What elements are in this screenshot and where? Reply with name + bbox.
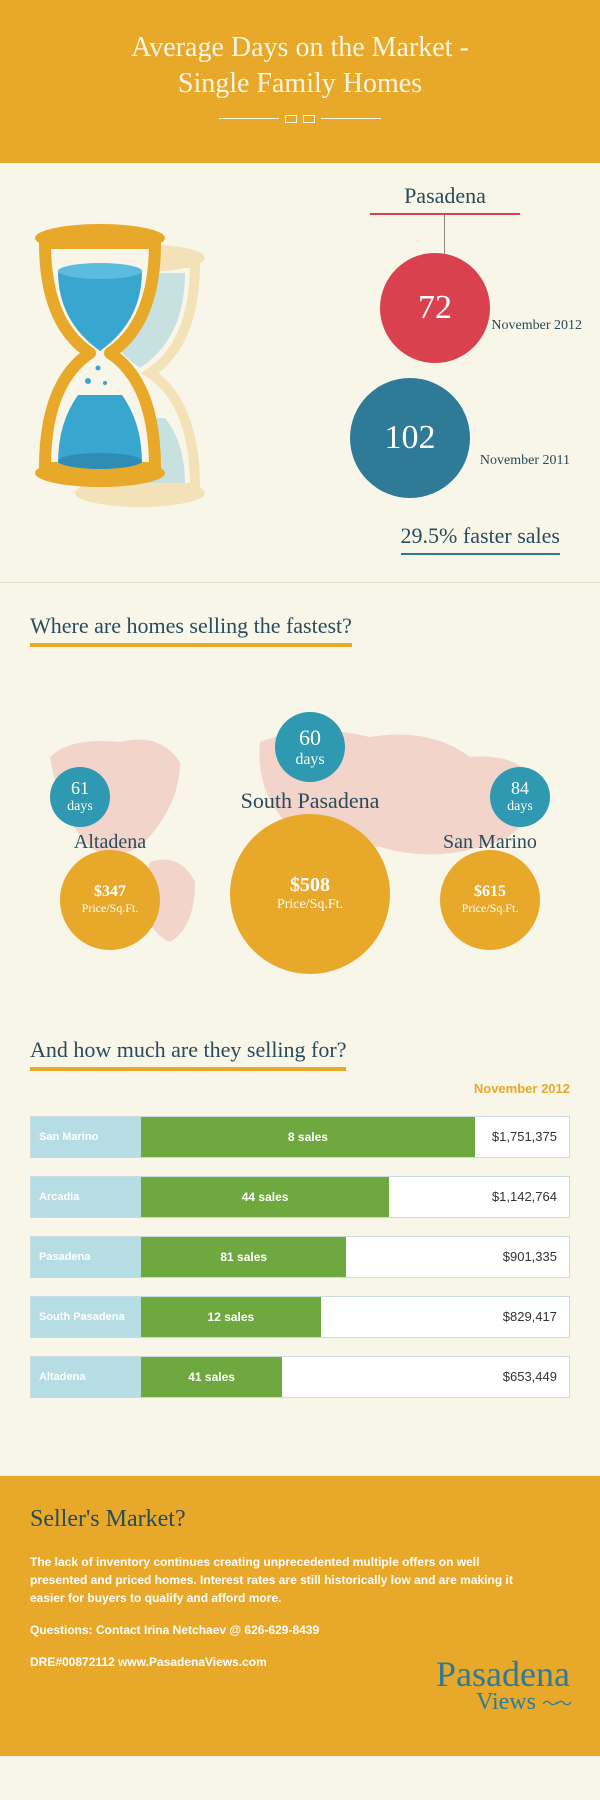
bar-price: $653,449 xyxy=(503,1369,557,1384)
bar-city-label: Altadena xyxy=(31,1357,141,1397)
city-group-south-pasadena: 60 days South Pasadena $508 Price/Sq.Ft. xyxy=(225,712,395,974)
days-label: days xyxy=(67,799,93,815)
bar-city-label: San Marino xyxy=(31,1117,141,1157)
footer-heading: Seller's Market? xyxy=(30,1506,570,1533)
city-name: South Pasadena xyxy=(225,788,395,814)
bar-track: 41 sales $653,449 xyxy=(141,1357,569,1397)
page-title: Average Days on the Market - Single Fami… xyxy=(20,30,580,103)
price-label: Price/Sq.Ft. xyxy=(277,897,343,913)
logo-swoosh-icon: ～～ xyxy=(542,1696,570,1713)
footer-contact: Questions: Contact Irina Netchaev @ 626-… xyxy=(30,1621,530,1639)
city-name: San Marino xyxy=(420,831,560,854)
bar-track: 44 sales $1,142,764 xyxy=(141,1177,569,1217)
price-label: Price/Sq.Ft. xyxy=(462,901,519,916)
logo-text-1: Pasadena xyxy=(436,1654,570,1694)
city-name: Altadena xyxy=(40,831,180,854)
stat-2012-circle: 72 xyxy=(380,253,490,363)
stat-2012-caption: November 2012 xyxy=(491,318,582,334)
connector-line xyxy=(444,215,445,255)
price-circle: $615 Price/Sq.Ft. xyxy=(440,850,540,950)
city-heading: Pasadena xyxy=(370,183,520,215)
bar-city-label: Arcadia xyxy=(31,1177,141,1217)
bar-track: 8 sales $1,751,375 xyxy=(141,1117,569,1157)
logo-text-2: Views xyxy=(476,1689,536,1715)
bar-fill: 12 sales xyxy=(141,1297,321,1337)
price-value: $508 xyxy=(290,874,330,897)
logo: Pasadena Views ～～ xyxy=(436,1653,570,1716)
bar-fill: 8 sales xyxy=(141,1117,475,1157)
bar-fill: 81 sales xyxy=(141,1237,346,1277)
bar-price: $1,142,764 xyxy=(492,1189,557,1204)
bar-fill: 44 sales xyxy=(141,1177,389,1217)
sales-bar-row: South Pasadena12 sales $829,417 xyxy=(30,1296,570,1338)
price-value: $347 xyxy=(94,883,126,901)
days-value: 60 xyxy=(299,725,321,751)
days-value: 61 xyxy=(71,778,89,799)
days-circle: 61 days xyxy=(50,767,110,827)
stat-2011-circle: 102 xyxy=(350,378,470,498)
bar-city-label: South Pasadena xyxy=(31,1297,141,1337)
bar-price: $901,335 xyxy=(503,1249,557,1264)
sales-bars-container: San Marino8 sales $1,751,375 Arcadia44 sal… xyxy=(30,1116,570,1398)
bar-fill: 41 sales xyxy=(141,1357,282,1397)
city-group-altadena: 61 days Altadena $347 Price/Sq.Ft. xyxy=(40,767,180,950)
header-divider xyxy=(20,115,580,123)
city-group-san-marino: 84 days San Marino $615 Price/Sq.Ft. xyxy=(420,767,560,950)
hourglass-icon xyxy=(30,223,230,523)
faster-sales-text: 29.5% faster sales xyxy=(401,523,560,555)
sales-question: And how much are they selling for? xyxy=(30,1037,346,1071)
bar-price: $1,751,375 xyxy=(492,1129,557,1144)
days-value: 84 xyxy=(511,778,529,799)
price-value: $615 xyxy=(474,883,506,901)
sales-section: And how much are they selling for? Novem… xyxy=(0,1007,600,1476)
stat-2012-value: 72 xyxy=(418,289,452,327)
sales-bar-row: Pasadena81 sales $901,335 xyxy=(30,1236,570,1278)
sales-bar-row: San Marino8 sales $1,751,375 xyxy=(30,1116,570,1158)
sales-period: November 2012 xyxy=(30,1081,570,1096)
stat-2011-caption: November 2011 xyxy=(480,453,570,469)
price-label: Price/Sq.Ft. xyxy=(82,901,139,916)
bar-city-label: Pasadena xyxy=(31,1237,141,1277)
days-circle: 60 days xyxy=(275,712,345,782)
days-circle: 84 days xyxy=(490,767,550,827)
fastest-section: Where are homes selling the fastest? 61 xyxy=(0,583,600,1007)
price-circle: $347 Price/Sq.Ft. xyxy=(60,850,160,950)
fastest-question: Where are homes selling the fastest? xyxy=(30,613,352,647)
map-area: 61 days Altadena $347 Price/Sq.Ft. 60 da… xyxy=(30,697,570,957)
stat-2011-value: 102 xyxy=(385,419,436,457)
footer: Seller's Market? The lack of inventory c… xyxy=(0,1476,600,1756)
title-line1: Average Days on the Market - xyxy=(131,32,469,63)
price-circle: $508 Price/Sq.Ft. xyxy=(230,814,390,974)
days-label: days xyxy=(507,799,533,815)
footer-body: The lack of inventory continues creating… xyxy=(30,1553,530,1607)
sales-bar-row: Arcadia44 sales $1,142,764 xyxy=(30,1176,570,1218)
days-label: days xyxy=(295,751,324,769)
sales-bar-row: Altadena41 sales $653,449 xyxy=(30,1356,570,1398)
bar-track: 81 sales $901,335 xyxy=(141,1237,569,1277)
bar-track: 12 sales $829,417 xyxy=(141,1297,569,1337)
pasadena-section: Pasadena xyxy=(0,163,600,583)
title-line2: Single Family Homes xyxy=(178,68,422,99)
bar-price: $829,417 xyxy=(503,1309,557,1324)
header: Average Days on the Market - Single Fami… xyxy=(0,0,600,163)
